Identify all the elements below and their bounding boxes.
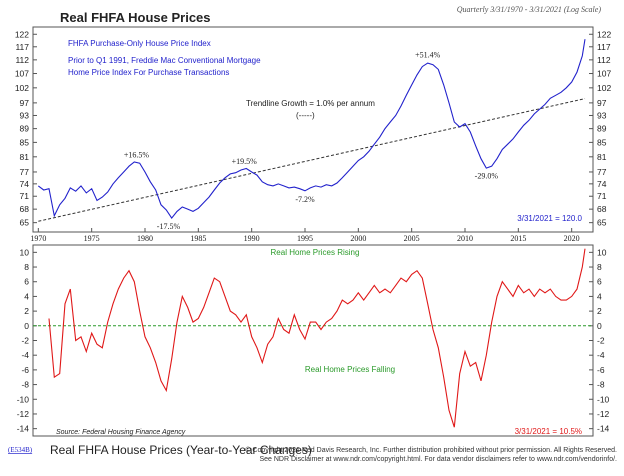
y-tick-label-left: 122 — [15, 29, 29, 39]
x-tick-label: 1985 — [190, 234, 206, 243]
x-tick-label: 2010 — [457, 234, 473, 243]
y-tick-label-right: 4 — [597, 291, 602, 301]
x-tick-label: 2020 — [564, 234, 580, 243]
y-tick-label-left: 89 — [20, 124, 30, 134]
y-tick-label-right: 74 — [597, 179, 607, 189]
y-tick-label-right: -12 — [597, 409, 610, 419]
y-tick-label-left: -8 — [21, 380, 29, 390]
label-prices-falling: Real Home Prices Falling — [305, 365, 395, 374]
peak-trough-annotation: +19.5% — [232, 157, 258, 166]
y-tick-label-left: 93 — [20, 110, 30, 120]
y-tick-label-right: -6 — [597, 365, 605, 375]
x-tick-label: 1975 — [84, 234, 100, 243]
y-tick-label-right: 122 — [597, 29, 611, 39]
y-tick-label-right: 81 — [597, 152, 607, 162]
y-tick-label-right: 117 — [597, 42, 611, 52]
x-tick-label: 2005 — [404, 234, 420, 243]
y-tick-label-left: 112 — [15, 55, 29, 65]
y-tick-label-left: 97 — [20, 98, 30, 108]
y-tick-label-right: 102 — [597, 83, 611, 93]
period-note: Quarterly 3/31/1970 - 3/31/2021 (Log Sca… — [457, 5, 602, 14]
y-tick-label-right: -2 — [597, 336, 605, 346]
copyright-line-1: © Copyright 2021 Ned Davis Research, Inc… — [245, 446, 617, 454]
top-annotations: +16.5% -17.5% +19.5% -7.2% +51.4% -29.0% — [124, 51, 498, 232]
y-tick-label-left: 74 — [20, 179, 30, 189]
y-tick-label-right: 68 — [597, 204, 607, 214]
y-tick-label-left: 10 — [20, 247, 30, 257]
y-tick-label-left: 117 — [15, 42, 29, 52]
legend-line-1: FHFA Purchase-Only House Price Index — [68, 39, 211, 48]
source-note: Source: Federal Housing Finance Agency — [56, 429, 186, 436]
y-tick-label-left: -14 — [17, 424, 30, 434]
y-tick-label-right: -8 — [597, 380, 605, 390]
x-tick-label: 1995 — [297, 234, 313, 243]
y-tick-label-left: 85 — [20, 137, 30, 147]
legend-line-2: Prior to Q1 1991, Freddie Mac Convention… — [68, 56, 261, 65]
trendline-label: Trendline Growth = 1.0% per annum — [246, 99, 375, 108]
x-tick-label: 2000 — [350, 234, 366, 243]
trendline-key: (-----) — [296, 111, 315, 120]
y-tick-label-left: 102 — [15, 83, 29, 93]
peak-trough-annotation: +16.5% — [124, 150, 150, 159]
top-y-axis-ticks: 65 65 68 68 71 71 74 74 77 77 81 81 85 85 89 89 93 93 97 97… — [15, 29, 612, 227]
top-x-axis-ticks: 1970 1975 1980 1985 1990 1995 2000 2005 2010 2015… — [30, 228, 580, 243]
y-tick-label-left: 8 — [24, 262, 29, 272]
bottom-series-line — [48, 248, 586, 428]
y-tick-label-right: 89 — [597, 124, 607, 134]
y-tick-label-left: -12 — [17, 409, 30, 419]
y-tick-label-left: -4 — [21, 350, 29, 360]
y-tick-label-right: 107 — [597, 69, 611, 79]
y-tick-label-left: 65 — [20, 218, 30, 228]
peak-trough-annotation: +51.4% — [415, 51, 441, 60]
chart-code-link[interactable]: (E534B) — [8, 446, 33, 454]
peak-trough-annotation: -29.0% — [475, 171, 499, 180]
trendline — [38, 98, 586, 222]
x-tick-label: 1970 — [30, 234, 46, 243]
top-chart-title: Real FHFA House Prices — [60, 10, 211, 25]
y-tick-label-left: 68 — [20, 204, 30, 214]
peak-trough-annotation: -17.5% — [157, 222, 181, 231]
y-tick-label-left: 107 — [15, 69, 29, 79]
y-tick-label-left: 0 — [24, 321, 29, 331]
peak-trough-annotation: -7.2% — [295, 195, 315, 204]
y-tick-label-right: -10 — [597, 394, 610, 404]
top-last-value-label: 3/31/2021 = 120.0 — [517, 214, 582, 223]
y-tick-label-right: 10 — [597, 247, 607, 257]
bottom-y-axis-ticks: -14 -14 -12 -12 -10 -10 -8 -8 -6 -6 -4 -4 -2 -2 0 0 2 2 4 4… — [17, 247, 610, 433]
y-tick-label-right: 112 — [597, 55, 611, 65]
y-tick-label-left: 81 — [20, 152, 30, 162]
y-tick-label-right: 71 — [597, 191, 607, 201]
y-tick-label-left: -10 — [17, 394, 30, 404]
y-tick-label-left: 77 — [20, 167, 30, 177]
y-tick-label-left: -6 — [21, 365, 29, 375]
y-tick-label-right: 97 — [597, 98, 607, 108]
legend-line-3: Home Price Index For Purchase Transactio… — [68, 68, 229, 77]
y-tick-label-right: 85 — [597, 137, 607, 147]
y-tick-label-left: 6 — [24, 277, 29, 287]
x-tick-label: 2015 — [510, 234, 526, 243]
bottom-last-value-label: 3/31/2021 = 10.5% — [515, 427, 582, 436]
y-tick-label-right: 77 — [597, 167, 607, 177]
y-tick-label-right: -4 — [597, 350, 605, 360]
y-tick-label-right: 6 — [597, 277, 602, 287]
x-tick-label: 1980 — [137, 234, 153, 243]
bottom-chart-title: Real FHFA House Prices (Year-to-Year Cha… — [50, 443, 312, 457]
y-tick-label-right: 65 — [597, 218, 607, 228]
y-tick-label-right: 0 — [597, 321, 602, 331]
y-tick-label-left: -2 — [21, 336, 29, 346]
top-panel-frame — [32, 26, 594, 233]
label-prices-rising: Real Home Prices Rising — [271, 248, 360, 257]
y-tick-label-right: 93 — [597, 110, 607, 120]
top-series-line — [37, 39, 586, 220]
y-tick-label-left: 71 — [20, 191, 30, 201]
y-tick-label-left: 2 — [24, 306, 29, 316]
y-tick-label-right: -14 — [597, 424, 610, 434]
y-tick-label-right: 8 — [597, 262, 602, 272]
x-tick-label: 1990 — [244, 234, 260, 243]
y-tick-label-right: 2 — [597, 306, 602, 316]
copyright-line-2: See NDR Disclaimer at www.ndr.com/copyri… — [259, 456, 617, 463]
y-tick-label-left: 4 — [24, 291, 29, 301]
